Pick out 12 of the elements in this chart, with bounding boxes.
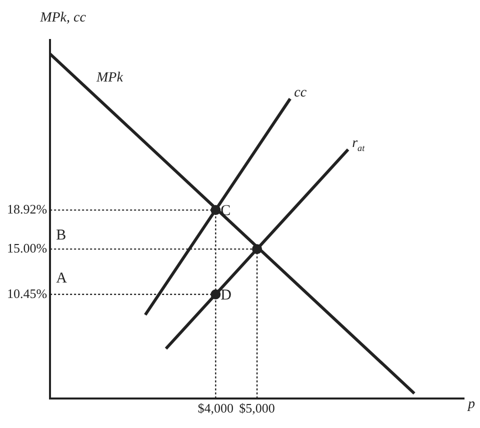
x-tick-label: $5,000 [239, 400, 275, 416]
series-label: cc [294, 85, 308, 100]
annotation: D [220, 287, 232, 304]
annotation: B [56, 227, 66, 244]
x-axis-title: p [467, 397, 475, 412]
series-label: MPk [96, 70, 124, 86]
y-tick-label: 15.00% [6, 240, 48, 256]
x-tick-label: $4,000 [198, 400, 234, 416]
y-tick-label: 10.45% [6, 286, 48, 301]
y-axis-title: MPk, cc [39, 10, 87, 26]
y-tick-label: 18.92% [6, 201, 48, 216]
annotation: A [56, 270, 68, 286]
